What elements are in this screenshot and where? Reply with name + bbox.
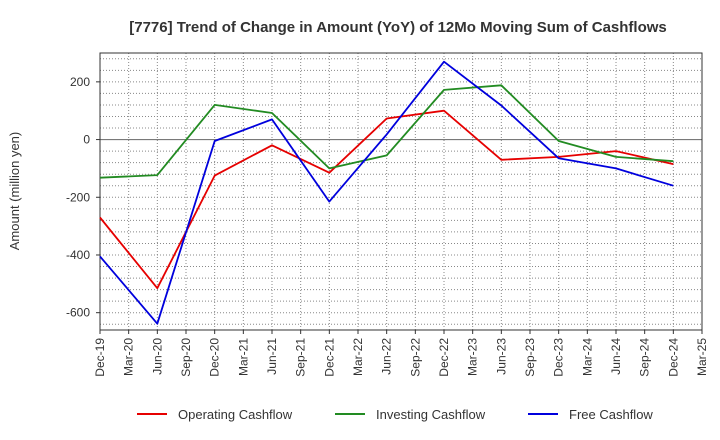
series-line-operating-cashflow	[99, 109, 674, 290]
y-tick-label: -600	[66, 306, 90, 320]
chart-title: [7776] Trend of Change in Amount (YoY) o…	[129, 19, 667, 36]
x-tick-label: Sep-22	[408, 338, 422, 377]
x-tick-label: Sep-23	[523, 338, 537, 377]
x-tick-label: Mar-20	[122, 338, 136, 376]
legend-item: Free Cashflow	[528, 407, 653, 422]
x-tick-label: Jun-21	[265, 338, 279, 375]
legend-label: Free Cashflow	[569, 407, 653, 422]
series-line-investing-cashflow	[99, 84, 674, 179]
series-lines	[99, 60, 674, 325]
x-tick-label: Mar-23	[466, 338, 480, 376]
y-tick-label: -200	[66, 190, 90, 204]
y-ticks: 200 0 -200 -400 -600	[66, 75, 100, 320]
x-tick-label: Jun-23	[494, 338, 508, 375]
plot-frame	[99, 52, 703, 331]
x-tick-label: Mar-24	[580, 338, 594, 376]
x-tick-label: Mar-21	[236, 338, 250, 376]
x-tick-label: Sep-20	[179, 338, 193, 377]
grid	[100, 53, 702, 330]
x-tick-label: Dec-22	[437, 338, 451, 377]
x-tick-label: Mar-22	[351, 338, 365, 376]
legend-label: Operating Cashflow	[178, 407, 293, 422]
x-tick-label: Mar-25	[695, 338, 709, 376]
x-tick-label: Jun-22	[380, 338, 394, 375]
x-tick-label: Dec-19	[93, 338, 107, 377]
x-tick-label: Dec-20	[208, 338, 222, 377]
x-tick-label: Dec-24	[666, 338, 680, 377]
x-tick-label: Jun-24	[609, 338, 623, 375]
y-tick-label: -400	[66, 248, 90, 262]
x-tick-label: Sep-21	[294, 338, 308, 377]
x-tick-label: Sep-24	[638, 338, 652, 377]
legend-item: Operating Cashflow	[137, 407, 293, 422]
legend-item: Investing Cashflow	[335, 407, 486, 422]
x-tick-label: Dec-23	[552, 338, 566, 377]
y-axis-label: Amount (million yen)	[7, 132, 22, 251]
legend-label: Investing Cashflow	[376, 407, 486, 422]
series-line-free-cashflow	[99, 60, 674, 325]
x-tick-label: Dec-21	[322, 338, 336, 377]
x-ticks: Dec-19 Mar-20 Jun-20 Sep-20 Dec-20 Mar-21 Jun-…	[93, 330, 709, 377]
y-tick-label: 0	[83, 133, 90, 147]
legend: Operating Cashflow Investing Cashflow Free…	[137, 407, 653, 422]
y-tick-label: 200	[70, 75, 90, 89]
x-tick-label: Jun-20	[150, 338, 164, 375]
